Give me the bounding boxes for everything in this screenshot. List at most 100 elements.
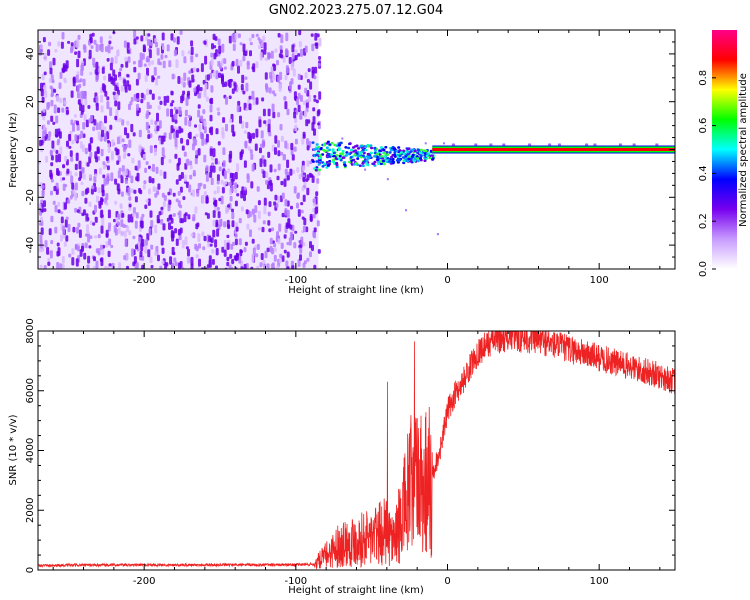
noise-speckle [299, 254, 302, 261]
noise-speckle [273, 201, 277, 206]
noise-speckle [217, 60, 221, 67]
noise-speckle [157, 58, 161, 65]
isolated-point [424, 142, 427, 145]
transition-speckle [384, 146, 388, 149]
noise-speckle [138, 144, 142, 153]
noise-speckle [242, 55, 246, 62]
noise-speckle [190, 256, 194, 266]
noise-speckle [283, 96, 287, 101]
noise-speckle [277, 112, 281, 118]
noise-speckle [302, 194, 306, 202]
noise-speckle [147, 249, 151, 258]
noise-speckle [92, 126, 96, 132]
noise-speckle [53, 185, 57, 192]
noise-speckle [100, 198, 104, 203]
noise-speckle [316, 220, 320, 227]
noise-speckle [62, 63, 66, 72]
noise-speckle [297, 209, 301, 217]
noise-speckle [198, 92, 202, 99]
carrier-speckle [451, 143, 455, 146]
noise-speckle [296, 192, 300, 197]
noise-speckle [92, 265, 96, 269]
noise-speckle [289, 168, 293, 176]
noise-speckle [120, 85, 124, 92]
noise-speckle [276, 175, 280, 181]
noise-speckle [50, 179, 54, 183]
noise-speckle [123, 40, 127, 48]
noise-speckle [306, 187, 310, 196]
noise-speckle [165, 262, 169, 267]
noise-speckle [122, 171, 126, 177]
noise-speckle [71, 182, 75, 190]
noise-speckle [100, 148, 104, 157]
noise-speckle [89, 220, 93, 226]
noise-speckle [48, 78, 52, 83]
noise-speckle [241, 74, 245, 84]
noise-speckle [72, 77, 76, 87]
noise-speckle [125, 144, 129, 148]
noise-speckle [272, 73, 276, 81]
transition-speckle [413, 149, 417, 153]
colorbar-label: Normalized spectral amplitude [738, 73, 749, 227]
noise-speckle [180, 77, 184, 85]
noise-speckle [108, 263, 112, 267]
noise-speckle [188, 70, 192, 74]
noise-speckle [229, 253, 233, 259]
noise-speckle [289, 81, 292, 90]
noise-speckle [89, 71, 93, 76]
noise-speckle [152, 186, 156, 193]
noise-speckle [69, 195, 73, 200]
noise-speckle [315, 99, 319, 104]
noise-speckle [82, 122, 86, 130]
transition-speckle [333, 143, 337, 147]
noise-speckle [285, 260, 289, 267]
noise-speckle [223, 242, 227, 251]
noise-speckle [95, 102, 99, 111]
noise-speckle [189, 165, 193, 170]
transition-speckle [419, 151, 423, 155]
noise-speckle [213, 190, 217, 195]
noise-speckle [149, 89, 152, 95]
noise-speckle [201, 137, 205, 146]
noise-speckle [209, 114, 213, 122]
noise-speckle [58, 153, 61, 163]
noise-speckle [251, 238, 255, 244]
transition-speckle [359, 151, 363, 155]
noise-speckle [274, 48, 278, 53]
noise-speckle [156, 214, 160, 224]
noise-speckle [209, 243, 213, 247]
noise-speckle [286, 108, 290, 116]
noise-speckle [140, 35, 144, 42]
noise-speckle [214, 239, 218, 248]
noise-speckle [77, 50, 81, 59]
noise-speckle [149, 145, 153, 154]
noise-speckle [226, 219, 230, 228]
noise-speckle [76, 209, 80, 213]
noise-speckle [117, 101, 121, 111]
noise-speckle [224, 81, 228, 87]
transition-speckle [322, 144, 326, 147]
noise-speckle [277, 140, 280, 148]
noise-speckle [302, 177, 306, 183]
noise-speckle [96, 146, 100, 154]
noise-speckle [223, 66, 227, 70]
noise-speckle [152, 163, 155, 172]
noise-speckle [237, 100, 241, 107]
noise-speckle [52, 200, 56, 205]
noise-speckle [251, 208, 255, 215]
noise-speckle [174, 119, 178, 124]
transition-speckle [431, 157, 435, 160]
noise-speckle [249, 149, 253, 154]
noise-speckle [116, 160, 120, 165]
noise-speckle [209, 148, 213, 157]
noise-speckle [122, 153, 126, 159]
noise-speckle [41, 73, 45, 81]
noise-speckle [108, 35, 112, 39]
colorbar-tick-label: 0.4 [698, 165, 709, 181]
noise-speckle [277, 195, 281, 203]
noise-speckle [63, 241, 67, 247]
noise-speckle [148, 228, 152, 236]
noise-speckle [80, 110, 84, 115]
noise-speckle [127, 153, 131, 157]
transition-speckle [325, 166, 329, 169]
